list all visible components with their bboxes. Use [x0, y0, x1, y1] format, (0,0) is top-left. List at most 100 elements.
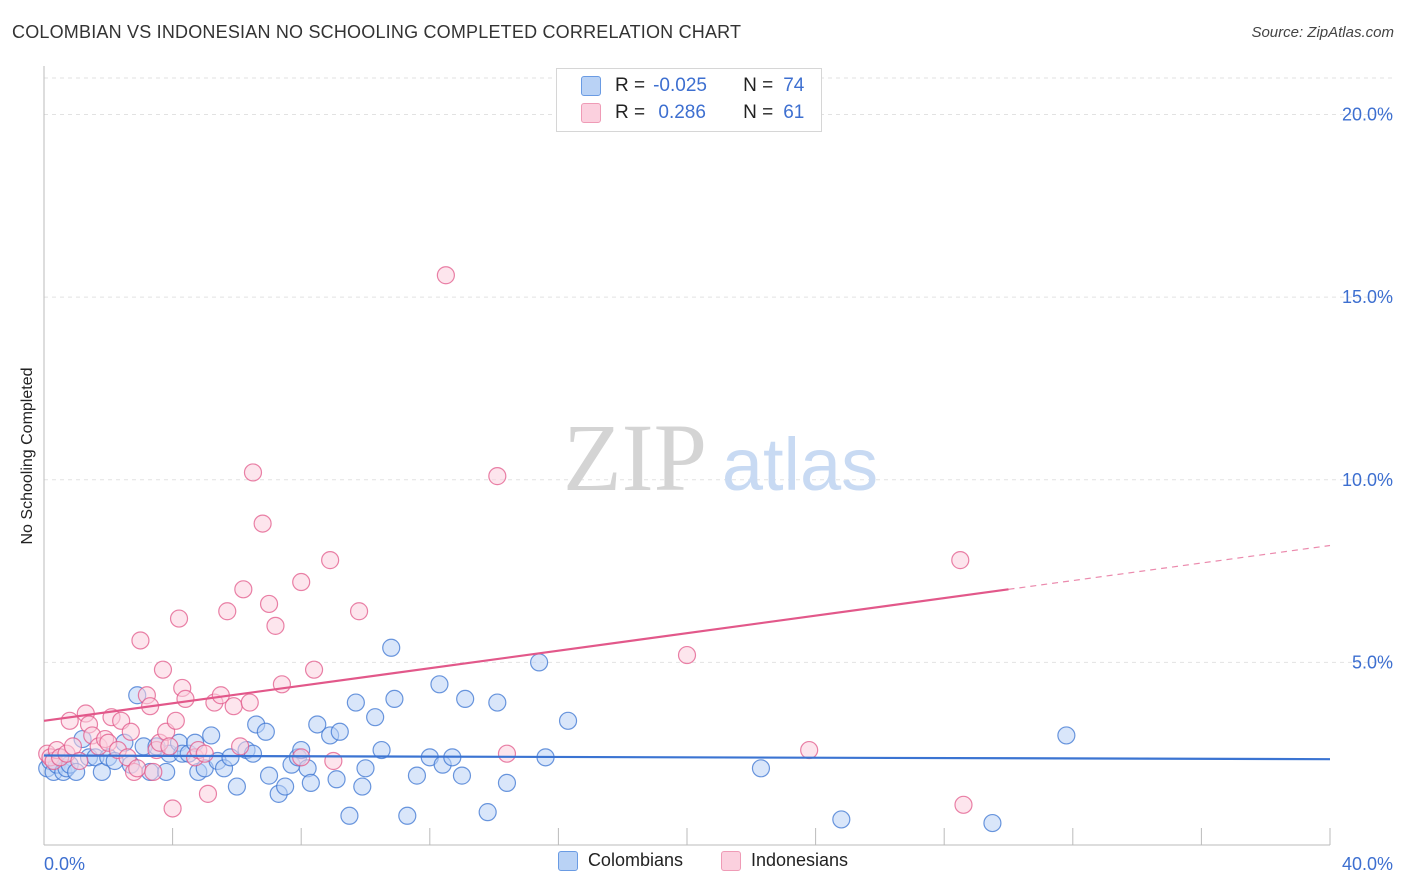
legend-item-colombians[interactable]: Colombians	[557, 850, 683, 871]
chart-title: COLOMBIAN VS INDONESIAN NO SCHOOLING COM…	[12, 22, 742, 42]
indonesians-point	[166, 711, 185, 730]
colombians-point	[385, 689, 404, 709]
indonesians-point	[153, 660, 173, 679]
n-label: N =	[743, 75, 774, 96]
indonesians-point	[259, 594, 279, 614]
y-tick-label: 5.0%	[1352, 652, 1393, 672]
colombians-point	[751, 759, 771, 778]
legend-item-indonesians[interactable]: Indonesians	[720, 850, 849, 871]
tick-labels: 5.0% 10.0% 15.0% 20.0% 0.0% 40.0%	[44, 105, 1393, 874]
colombians-point	[259, 766, 279, 785]
data-points	[38, 266, 1076, 833]
colombians-legend-swatch	[557, 850, 578, 871]
colombians-point	[478, 803, 497, 822]
colombians-trend-line	[43, 754, 1331, 761]
colombians-point	[983, 813, 1002, 833]
indonesians-point	[176, 689, 195, 709]
n-label: N =	[743, 102, 774, 123]
indonesians-point	[253, 514, 272, 533]
colombians-point	[832, 810, 851, 829]
x-tick-label: 40.0%	[1342, 854, 1393, 874]
colombians-point	[372, 740, 391, 760]
indonesians-point	[240, 693, 259, 712]
legend-label: Indonesians	[750, 850, 849, 870]
indonesians-point	[218, 602, 237, 621]
indonesians-point	[800, 740, 819, 760]
colombians-point	[1057, 726, 1076, 745]
indonesians-point	[198, 784, 218, 803]
gridlines	[44, 77, 1395, 663]
r-value: -0.025	[653, 75, 707, 96]
colombians-point	[356, 759, 375, 778]
colombians-point	[366, 708, 385, 727]
x-tick-label: 0.0%	[44, 854, 85, 874]
colombians-point	[452, 766, 472, 785]
colombians-point	[330, 722, 349, 741]
indonesians-legend-swatch	[720, 850, 741, 871]
indonesians-point	[488, 467, 507, 486]
colombians-point	[301, 773, 320, 793]
y-tick-label: 15.0%	[1342, 287, 1393, 307]
indonesians-point	[497, 744, 517, 763]
legend: Colombians Indonesians	[0, 850, 1406, 871]
y-tick-label: 10.0%	[1342, 470, 1393, 490]
indonesians-trend-extension	[1008, 544, 1331, 590]
colombians-point	[382, 638, 401, 657]
legend-label: Colombians	[587, 850, 683, 870]
indonesians-point	[195, 744, 214, 763]
stat-row-indonesians: R = 0.286 N = 61	[581, 100, 804, 126]
colombians-point	[353, 777, 372, 796]
watermark: ZIP atlas	[563, 404, 878, 511]
indonesians-point	[121, 722, 140, 741]
colombians-point	[558, 711, 578, 730]
r-label: R =	[615, 102, 646, 123]
n-value: 61	[783, 102, 805, 123]
indonesians-point	[60, 711, 79, 730]
r-value: 0.286	[653, 102, 706, 123]
indonesians-point	[169, 609, 189, 628]
colombians-point	[256, 722, 275, 741]
indonesians-point	[951, 551, 970, 570]
colombians-point	[276, 777, 295, 796]
n-value: 74	[783, 75, 805, 96]
colombians-swatch	[581, 76, 601, 96]
indonesians-point	[243, 463, 263, 482]
indonesians-point	[292, 572, 311, 592]
correlation-stats-box: R = -0.025 N = 74 R = 0.286 N = 61	[556, 68, 822, 132]
source-label: Source: ZipAtlas.com	[1251, 24, 1394, 41]
colombians-point	[327, 770, 346, 789]
indonesians-point	[954, 795, 973, 814]
axes	[43, 66, 1331, 846]
indonesians-point	[224, 697, 243, 716]
indonesians-point	[144, 762, 163, 782]
indonesians-swatch	[581, 103, 601, 123]
indonesians-point	[131, 631, 150, 650]
colombians-point	[398, 806, 417, 825]
colombians-point	[497, 773, 517, 793]
y-tick-label: 20.0%	[1342, 105, 1393, 125]
indonesians-point	[234, 580, 253, 599]
indonesians-point	[266, 616, 285, 635]
indonesians-trend-line	[43, 588, 1009, 722]
indonesians-point	[163, 799, 182, 818]
colombians-point	[346, 693, 365, 712]
colombians-point	[202, 726, 221, 745]
indonesians-point	[160, 737, 179, 756]
indonesians-point	[324, 751, 343, 771]
indonesians-point	[70, 751, 89, 771]
colombians-point	[530, 653, 549, 672]
colombians-point	[340, 806, 359, 825]
indonesians-point	[321, 551, 340, 570]
colombians-point	[430, 675, 449, 694]
colombians-point	[308, 715, 327, 734]
colombians-point	[407, 766, 427, 785]
r-label: R =	[615, 75, 646, 96]
indonesians-point	[304, 660, 324, 679]
stat-row-colombians: R = -0.025 N = 74	[581, 73, 804, 99]
trend-lines	[43, 544, 1331, 761]
colombians-point	[227, 777, 246, 796]
indonesians-point	[231, 737, 250, 756]
colombians-point	[456, 689, 475, 709]
watermark-zip: ZIP	[563, 404, 707, 511]
